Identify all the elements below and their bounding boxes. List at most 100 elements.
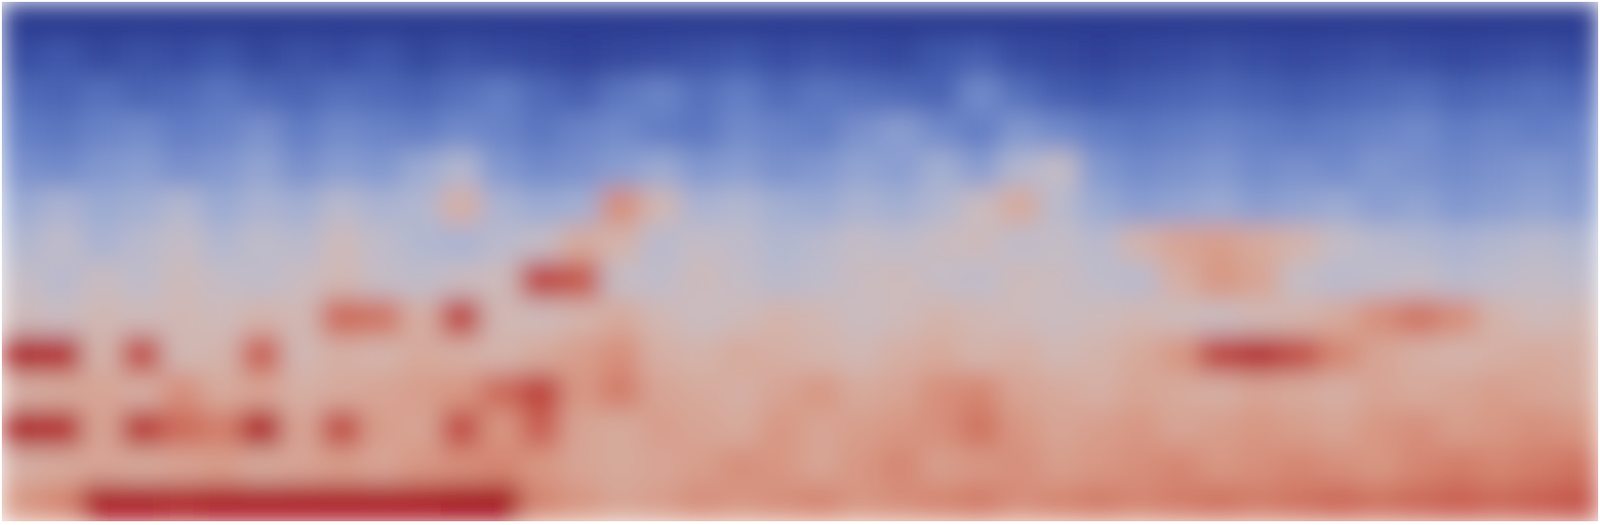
heat-cell: [1438, 150, 1480, 189]
heat-cell: [401, 1, 443, 41]
heat-cell: [880, 150, 922, 189]
heat-cell: [42, 261, 84, 300]
heat-cell: [280, 298, 323, 337]
heat-cell: [401, 335, 443, 374]
heat-cell: [1, 112, 43, 152]
heat-cell: [919, 409, 961, 449]
heat-cell: [401, 39, 443, 78]
heat-cell: [401, 112, 443, 152]
heat-cell: [280, 409, 323, 449]
heat-cell: [880, 298, 922, 337]
heat-cell: [480, 224, 522, 263]
heat-cell: [1238, 483, 1280, 521]
heat-cell: [640, 298, 682, 337]
heat-cell: [321, 75, 363, 114]
heat-cell: [1159, 409, 1201, 449]
heat-cell: [1398, 335, 1440, 374]
heat-cell: [280, 224, 323, 263]
heat-cell: [480, 335, 522, 374]
heat-cell: [1039, 261, 1081, 300]
heat-cell: [640, 372, 682, 411]
heat-cell: [1199, 112, 1241, 152]
heat-cell: [161, 298, 203, 337]
heat-cell: [121, 483, 163, 521]
heat-cell: [241, 483, 283, 521]
heat-cell: [1039, 372, 1081, 411]
heat-cell: [121, 150, 163, 189]
heat-cell: [1238, 372, 1280, 411]
heat-cell: [42, 372, 84, 411]
heat-cell: [1199, 224, 1241, 263]
heat-cell: [1398, 39, 1440, 78]
heat-cell: [1438, 187, 1480, 226]
heat-cell: [1199, 261, 1241, 300]
heat-cell: [480, 39, 522, 78]
heat-cell: [999, 150, 1041, 189]
heat-cell: [1199, 1, 1241, 41]
heat-cell: [121, 1, 163, 41]
heat-cell: [1319, 372, 1361, 411]
heat-cell: [440, 112, 482, 152]
heat-cell: [1199, 372, 1241, 411]
heat-cell: [201, 372, 243, 411]
heat-cell: [82, 39, 124, 78]
heat-cell: [1557, 261, 1599, 300]
heat-cell: [480, 150, 522, 189]
heat-cell: [201, 187, 243, 226]
heat-cell: [1119, 483, 1161, 521]
heat-cell: [999, 409, 1041, 449]
heat-cell: [561, 335, 603, 374]
heat-cell: [440, 298, 482, 337]
heat-cell: [800, 187, 842, 226]
heat-cell: [1278, 1, 1320, 41]
heat-cell: [480, 1, 522, 41]
heat-cell: [42, 1, 84, 41]
heat-cell: [1557, 335, 1599, 374]
heat-cell: [759, 150, 801, 189]
heat-cell: [201, 447, 243, 486]
heat-cell: [1438, 372, 1480, 411]
heat-cell: [42, 187, 84, 226]
heat-cell: [640, 150, 682, 189]
heat-cell: [361, 39, 403, 78]
heat-cell: [720, 39, 762, 78]
heat-cell: [720, 372, 762, 411]
heat-cell: [121, 39, 163, 78]
heat-cell: [161, 39, 203, 78]
heat-cell: [480, 409, 522, 449]
heat-cell: [1359, 261, 1401, 300]
heat-cell: [1, 483, 43, 521]
heat-cell: [361, 150, 403, 189]
heat-cell: [1278, 75, 1320, 114]
heat-cell: [161, 335, 203, 374]
heat-cell: [959, 1, 1001, 41]
heat-cell: [440, 372, 482, 411]
heat-cell: [280, 483, 323, 521]
heat-cell: [680, 39, 722, 78]
heat-cell: [1079, 187, 1121, 226]
heat-cell: [401, 75, 443, 114]
heat-cell: [919, 224, 961, 263]
heat-cell: [680, 335, 722, 374]
heat-cell: [840, 335, 882, 374]
heat-cell: [640, 447, 682, 486]
heat-cell: [561, 372, 603, 411]
heat-cell: [759, 187, 801, 226]
heat-cell: [1, 224, 43, 263]
heat-cell: [1398, 224, 1440, 263]
heat-cell: [82, 483, 124, 521]
heat-cell: [121, 75, 163, 114]
heat-cell: [680, 187, 722, 226]
heat-cell: [840, 1, 882, 41]
heat-cell: [1039, 75, 1081, 114]
heat-cell: [1278, 483, 1320, 521]
heat-cell: [121, 409, 163, 449]
heat-cell: [1, 409, 43, 449]
heat-cell: [840, 298, 882, 337]
heat-cell: [959, 39, 1001, 78]
heat-cell: [401, 224, 443, 263]
heat-cell: [520, 483, 562, 521]
heat-cell: [361, 75, 403, 114]
heat-cell: [1039, 224, 1081, 263]
heat-cell: [1199, 75, 1241, 114]
